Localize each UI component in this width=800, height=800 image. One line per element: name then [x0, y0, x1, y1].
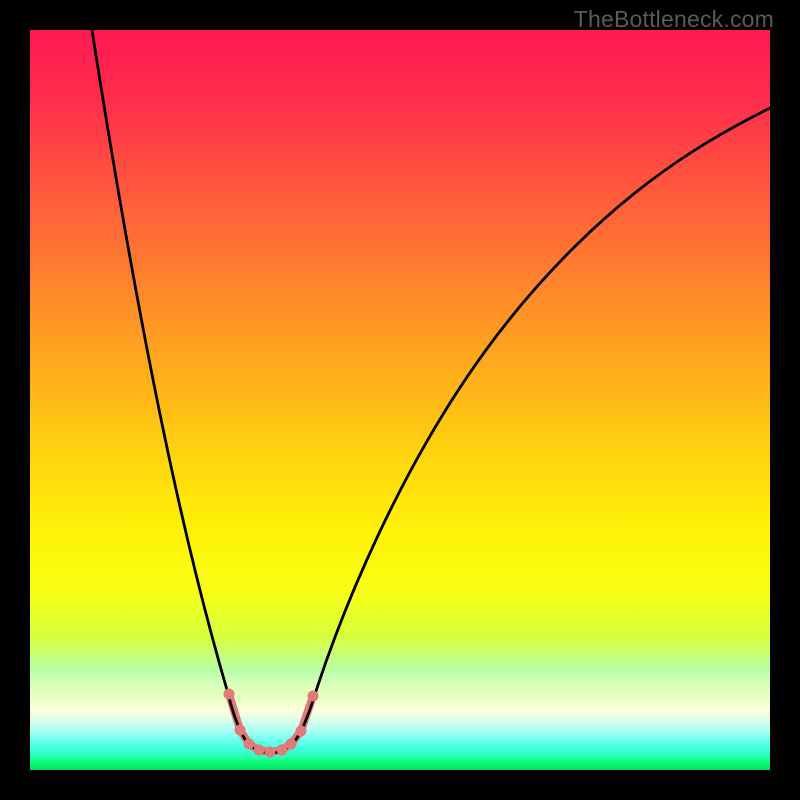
bottleneck-curve [92, 30, 770, 753]
trough-marker [286, 739, 297, 750]
trough-marker [296, 726, 307, 737]
watermark-text: TheBottleneck.com [574, 6, 774, 33]
curve-overlay [30, 30, 770, 770]
trough-marker [308, 691, 319, 702]
plot-area [30, 30, 770, 770]
chart-frame: TheBottleneck.com [0, 0, 800, 800]
trough-marker [244, 739, 255, 750]
trough-marker [265, 747, 276, 758]
trough-marker [235, 725, 246, 736]
trough-marker [254, 745, 265, 756]
trough-marker [277, 745, 288, 756]
trough-marker [224, 689, 235, 700]
trough-connector [229, 694, 313, 752]
